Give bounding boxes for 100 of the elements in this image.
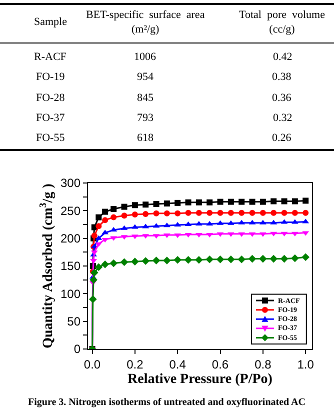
x-tick-label: 0.0: [84, 358, 101, 372]
x-tick-label: 0.4: [169, 358, 186, 372]
point: [101, 260, 109, 268]
point: [238, 210, 245, 216]
point: [110, 259, 118, 268]
point: [121, 212, 128, 219]
point: [302, 198, 309, 204]
point: [164, 200, 170, 206]
point: [260, 210, 266, 216]
text: Total pore volume (cc/g): [239, 9, 326, 36]
point: [228, 198, 234, 205]
point: [94, 263, 103, 272]
point: [227, 255, 235, 264]
point: [281, 198, 288, 204]
point: [90, 276, 98, 284]
y-tick-label: 0: [74, 342, 81, 356]
text: 0.26: [272, 132, 292, 144]
point: [153, 210, 160, 216]
text: 845: [137, 92, 154, 104]
point: [228, 210, 234, 216]
point: [142, 202, 149, 208]
text: FO-19: [36, 71, 66, 83]
point: [174, 256, 182, 264]
point: [196, 199, 202, 206]
point: [302, 210, 309, 216]
point: [216, 255, 224, 264]
point: [270, 254, 278, 263]
caption: Figure 3. Nitrogen isotherms of untreated and oxyfluorinated AC: [28, 397, 306, 408]
point: [184, 256, 192, 264]
x-tick-label: 0.8: [254, 358, 272, 372]
point: [195, 256, 203, 264]
text: 618: [137, 132, 154, 144]
point: [206, 255, 214, 264]
point: [91, 232, 98, 239]
text: FO-55: [36, 132, 66, 144]
point: [89, 295, 97, 304]
point: [132, 202, 138, 208]
y-tick-label: 250: [60, 204, 81, 218]
x-tick-label: 1.0: [297, 358, 314, 372]
text: R-ACF: [34, 51, 66, 63]
point: [90, 268, 98, 277]
text: FO-37: [36, 112, 66, 124]
point: [163, 256, 171, 264]
point: [102, 217, 108, 224]
x-tick-label: 0.6: [212, 358, 229, 372]
point: [132, 212, 138, 218]
point: [270, 198, 277, 204]
point: [110, 206, 117, 212]
point: [96, 223, 102, 230]
y-tick-label: 200: [60, 232, 81, 246]
point: [281, 210, 288, 216]
text: 954: [137, 71, 154, 83]
point: [185, 199, 192, 206]
point: [196, 210, 202, 216]
point: [206, 210, 213, 216]
point: [248, 254, 256, 263]
point: [164, 210, 170, 216]
point: [153, 201, 160, 208]
point: [96, 214, 102, 220]
y-tick-label: 150: [60, 259, 81, 274]
x-axis-title: Relative Pressure (P/Po): [128, 372, 273, 387]
point: [185, 210, 192, 216]
point: [131, 258, 139, 266]
point: [152, 256, 160, 264]
point: [260, 198, 266, 205]
point: [238, 255, 246, 264]
point: [259, 254, 267, 263]
text: Sample: [34, 16, 68, 28]
text: 0.36: [272, 92, 292, 104]
point: [238, 198, 245, 205]
point: [110, 214, 117, 220]
point: [280, 254, 288, 263]
point: [249, 210, 256, 216]
text: BET-specific surface area (m²/g): [86, 9, 205, 36]
point: [302, 253, 310, 262]
y-tick-label: 100: [60, 286, 81, 301]
point: [142, 210, 149, 217]
x-tick-label: 0.2: [126, 358, 144, 372]
point: [217, 198, 224, 205]
point: [102, 208, 108, 215]
point: [120, 258, 128, 266]
point: [292, 210, 298, 216]
point: [249, 198, 256, 205]
point: [291, 254, 299, 262]
point: [121, 204, 128, 210]
text: 1006: [134, 51, 156, 63]
y-tick-label: 300: [60, 176, 81, 190]
text: FO-28: [36, 92, 66, 104]
text: 0.32: [273, 112, 292, 124]
point: [217, 210, 224, 216]
text: 0.42: [273, 51, 292, 63]
point: [174, 210, 181, 216]
point: [206, 199, 213, 206]
point: [292, 198, 298, 204]
point: [174, 200, 181, 206]
y-tick-label: 50: [67, 314, 81, 329]
point: [270, 210, 277, 216]
text: 793: [137, 112, 154, 124]
point: [142, 257, 150, 265]
text: 0.38: [272, 71, 292, 83]
